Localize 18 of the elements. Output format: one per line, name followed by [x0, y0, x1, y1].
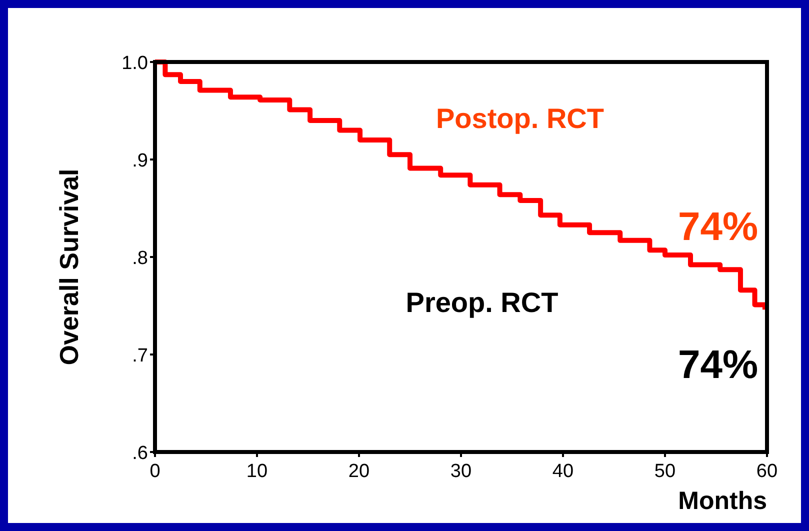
- y-tick-label: .9: [132, 150, 148, 172]
- x-tick-label: 30: [450, 461, 472, 482]
- y-tick-label: .6: [132, 443, 148, 464]
- y-tick-label: .8: [132, 248, 148, 269]
- x-tick-label: 60: [756, 461, 778, 482]
- x-tick-label: 20: [348, 461, 370, 482]
- annotation: 74%: [678, 343, 758, 387]
- x-tick-label: 0: [150, 461, 160, 482]
- y-tick-label: 1.0: [122, 53, 148, 74]
- x-axis-title: Months: [678, 487, 767, 515]
- x-tick-label: 10: [246, 461, 268, 482]
- y-tick-label: .7: [132, 346, 148, 366]
- annotation: 74%: [678, 205, 758, 249]
- x-tick-label: 40: [552, 461, 574, 482]
- x-tick-label: 50: [654, 461, 676, 482]
- series-label: Postop. RCT: [436, 103, 604, 134]
- y-axis-title: Overall Survival: [54, 168, 84, 366]
- annotation: Preop. RCT: [406, 287, 558, 318]
